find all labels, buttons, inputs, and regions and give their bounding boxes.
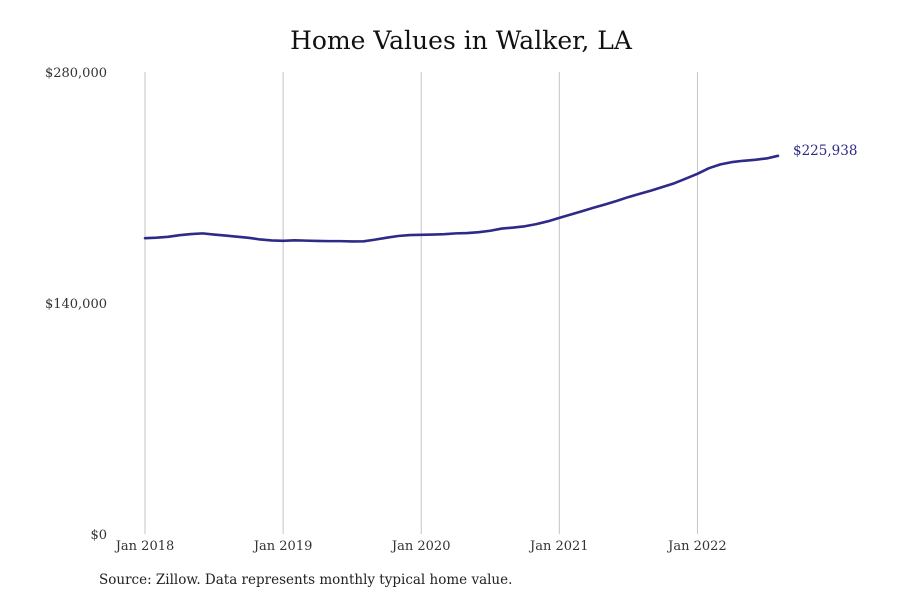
chart-title: Home Values in Walker, LA bbox=[290, 26, 632, 55]
end-value-label: $225,938 bbox=[793, 143, 857, 159]
x-tick-label: Jan 2022 bbox=[666, 539, 727, 554]
x-tick-label: Jan 2019 bbox=[252, 539, 313, 554]
series bbox=[143, 154, 780, 243]
y-tick-label: $140,000 bbox=[45, 297, 107, 312]
end-labels: $225,938 bbox=[793, 143, 857, 159]
x-tick-label: Jan 2020 bbox=[390, 539, 451, 554]
x-tick-label: Jan 2021 bbox=[528, 539, 589, 554]
y-tick-label: $0 bbox=[90, 528, 107, 543]
y-axis: $0 $140,000 $280,000 bbox=[45, 66, 107, 543]
chart-source-note: Source: Zillow. Data represents monthly … bbox=[99, 572, 513, 588]
x-axis: Jan 2018 Jan 2019 Jan 2020 Jan 2021 Jan 2022 bbox=[114, 539, 727, 554]
y-tick-label: $280,000 bbox=[45, 66, 107, 81]
series-line bbox=[143, 154, 780, 243]
x-tick-label: Jan 2018 bbox=[114, 539, 175, 554]
gridlines bbox=[144, 72, 698, 534]
